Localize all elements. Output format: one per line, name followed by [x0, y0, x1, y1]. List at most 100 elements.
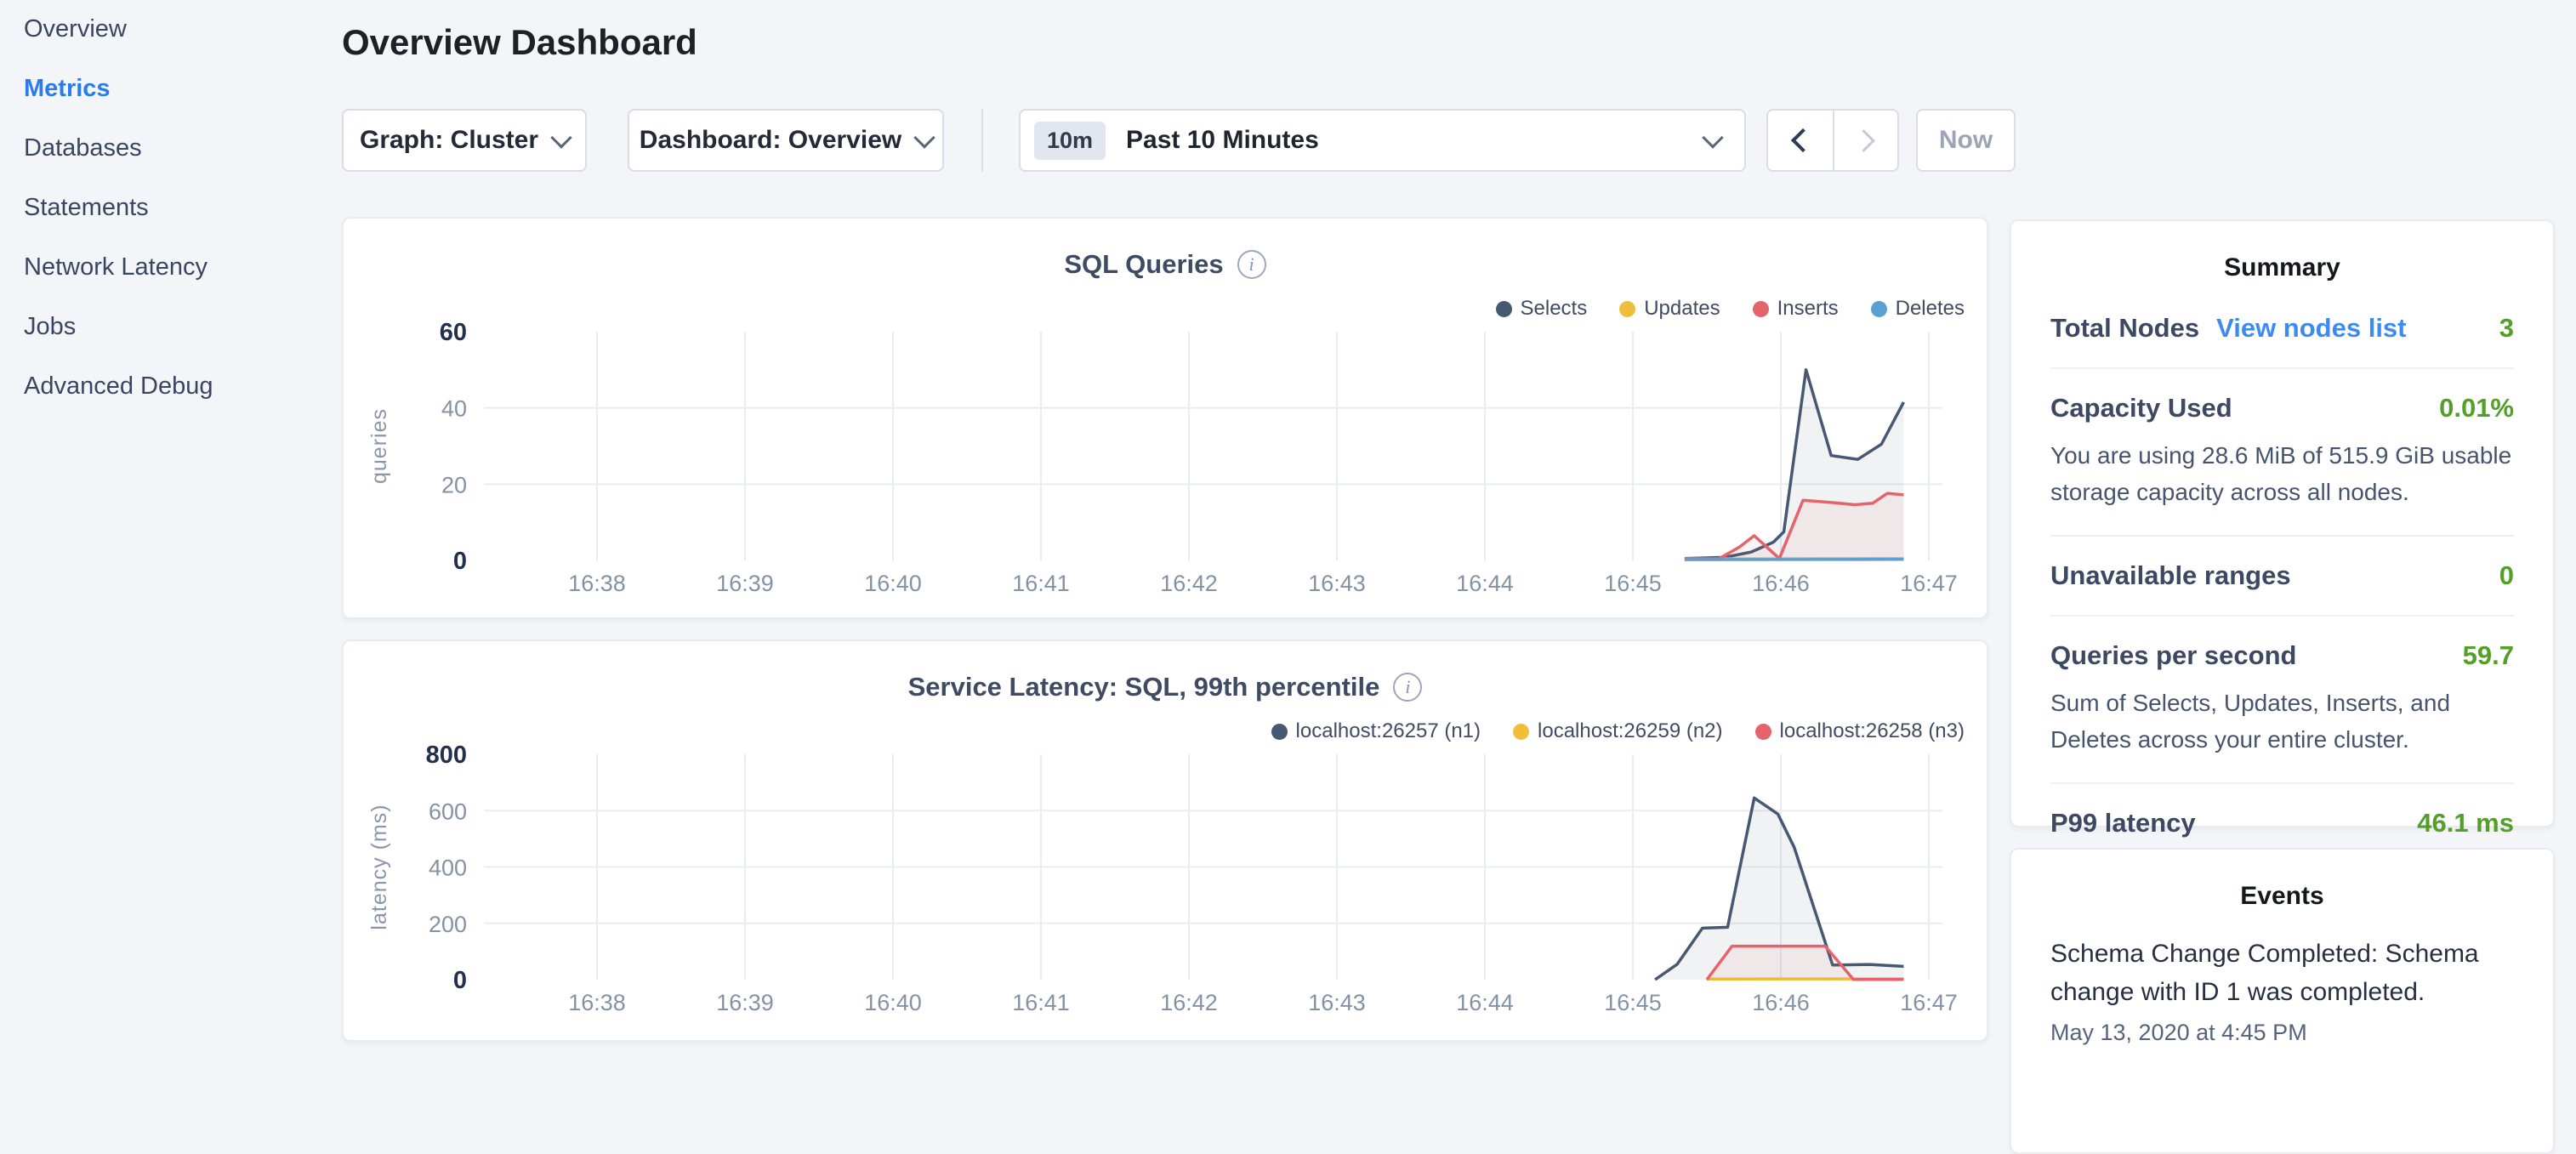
- summary-row-label: P99 latency: [2050, 808, 2196, 838]
- legend-item-updates[interactable]: Updates: [1619, 297, 1720, 321]
- svg-text:16:46: 16:46: [1752, 571, 1810, 596]
- page-title: Overview Dashboard: [342, 22, 697, 63]
- time-window-label: Past 10 Minutes: [1126, 126, 1319, 155]
- legend-dot-icon: [1513, 724, 1529, 740]
- time-forward-button[interactable]: [1833, 111, 1897, 170]
- summary-row-unavailable-ranges: Unavailable ranges 0: [2050, 537, 2514, 617]
- legend-dot-icon: [1871, 301, 1887, 317]
- sidebar-item-overview[interactable]: Overview: [24, 12, 340, 46]
- svg-text:16:42: 16:42: [1160, 571, 1218, 596]
- summary-row-value: 0: [2499, 560, 2514, 591]
- summary-row-value: 59.7: [2463, 640, 2514, 671]
- sql-queries-chart-card: SQL Queries i Selects Updates Inserts Delet…: [342, 217, 1988, 619]
- graph-dropdown[interactable]: Graph: Cluster: [342, 109, 587, 172]
- summary-row-value: 3: [2499, 313, 2514, 344]
- svg-text:16:47: 16:47: [1900, 990, 1958, 1015]
- y-axis-unit-label: latency (ms): [367, 804, 391, 929]
- svg-text:200: 200: [429, 912, 467, 937]
- svg-text:16:40: 16:40: [864, 571, 922, 596]
- chart-title: Service Latency: SQL, 99th percentile: [908, 672, 1380, 702]
- y-axis-unit-label: queries: [367, 408, 391, 484]
- summary-row-description: You are using 28.6 MiB of 515.9 GiB usab…: [2050, 437, 2514, 511]
- svg-text:16:44: 16:44: [1456, 990, 1514, 1015]
- graph-dropdown-label: Graph: Cluster: [360, 126, 538, 155]
- sidebar-item-metrics[interactable]: Metrics: [24, 71, 340, 105]
- summary-row-label: Total Nodes: [2050, 313, 2199, 344]
- svg-text:20: 20: [441, 472, 467, 497]
- summary-row-label: Queries per second: [2050, 640, 2296, 671]
- svg-text:0: 0: [453, 548, 467, 575]
- info-icon[interactable]: i: [1393, 673, 1422, 702]
- svg-text:16:42: 16:42: [1160, 990, 1218, 1015]
- sidebar-item-network-latency[interactable]: Network Latency: [24, 250, 340, 284]
- svg-text:16:45: 16:45: [1604, 990, 1662, 1015]
- legend-item-localhost-26257-n1[interactable]: localhost:26257 (n1): [1271, 719, 1481, 743]
- svg-text:40: 40: [441, 396, 467, 422]
- legend-dot-icon: [1496, 301, 1512, 317]
- svg-text:800: 800: [426, 742, 467, 769]
- legend-item-selects[interactable]: Selects: [1496, 297, 1588, 321]
- chevron-down-icon: [550, 127, 571, 148]
- sidebar-item-statements[interactable]: Statements: [24, 190, 340, 225]
- chart-title: SQL Queries: [1064, 249, 1223, 280]
- time-back-button[interactable]: [1768, 111, 1833, 170]
- chart-legend: localhost:26257 (n1) localhost:26259 (n2)…: [1271, 719, 1965, 743]
- legend-item-inserts[interactable]: Inserts: [1753, 297, 1839, 321]
- summary-row-capacity-used: Capacity Used 0.01% You are using 28.6 M…: [2050, 369, 2514, 537]
- summary-title: Summary: [2050, 253, 2514, 282]
- svg-text:16:45: 16:45: [1604, 571, 1662, 596]
- legend-dot-icon: [1619, 301, 1635, 317]
- sidebar-item-databases[interactable]: Databases: [24, 131, 340, 165]
- legend-label: Updates: [1644, 297, 1720, 321]
- controls-divider: [981, 109, 983, 172]
- event-item[interactable]: Schema Change Completed: Schema change w…: [2011, 935, 2553, 1011]
- time-window-dropdown[interactable]: 10m Past 10 Minutes: [1019, 109, 1746, 172]
- sidebar-item-jobs[interactable]: Jobs: [24, 310, 340, 344]
- legend-dot-icon: [1271, 724, 1288, 740]
- sidebar-item-advanced-debug[interactable]: Advanced Debug: [24, 369, 340, 403]
- legend-label: Deletes: [1896, 297, 1965, 321]
- svg-text:16:43: 16:43: [1308, 571, 1366, 596]
- now-button-label: Now: [1939, 126, 1993, 155]
- legend-item-localhost-26259-n2[interactable]: localhost:26259 (n2): [1513, 719, 1722, 743]
- view-nodes-list-link[interactable]: View nodes list: [2216, 313, 2406, 344]
- legend-dot-icon: [1753, 301, 1769, 317]
- legend-item-localhost-26258-n3[interactable]: localhost:26258 (n3): [1755, 719, 1965, 743]
- legend-dot-icon: [1755, 724, 1771, 740]
- chevron-down-icon: [1702, 127, 1723, 148]
- time-window-badge: 10m: [1034, 122, 1106, 160]
- svg-text:0: 0: [453, 967, 467, 994]
- dashboard-dropdown[interactable]: Dashboard: Overview: [628, 109, 944, 172]
- gridlines: [484, 332, 1942, 560]
- svg-text:16:38: 16:38: [568, 990, 626, 1015]
- svg-text:16:39: 16:39: [716, 571, 774, 596]
- svg-text:16:40: 16:40: [864, 990, 922, 1015]
- now-button[interactable]: Now: [1916, 109, 2016, 172]
- summary-row-queries-per-second: Queries per second 59.7 Sum of Selects, …: [2050, 617, 2514, 784]
- summary-row-value: 46.1 ms: [2417, 808, 2514, 838]
- svg-text:60: 60: [440, 319, 467, 346]
- legend-label: localhost:26259 (n2): [1538, 719, 1722, 743]
- legend-label: localhost:26257 (n1): [1296, 719, 1481, 743]
- svg-text:16:46: 16:46: [1752, 990, 1810, 1015]
- legend-label: Inserts: [1777, 297, 1839, 321]
- info-icon[interactable]: i: [1237, 250, 1266, 279]
- legend-label: Selects: [1521, 297, 1588, 321]
- time-pager: [1766, 109, 1899, 172]
- svg-text:16:41: 16:41: [1012, 571, 1070, 596]
- service-latency-chart-card: Service Latency: SQL, 99th percentile i …: [342, 640, 1988, 1042]
- dashboard-dropdown-label: Dashboard: Overview: [640, 126, 901, 155]
- legend-item-deletes[interactable]: Deletes: [1871, 297, 1965, 321]
- summary-panel: Summary Total Nodes View nodes list 3 Ca…: [2010, 219, 2555, 827]
- svg-text:16:41: 16:41: [1012, 990, 1070, 1015]
- event-timestamp: May 13, 2020 at 4:45 PM: [2011, 1020, 2553, 1046]
- chevron-right-icon: [1852, 129, 1875, 152]
- summary-row-value: 0.01%: [2439, 393, 2514, 424]
- summary-row-label: Unavailable ranges: [2050, 560, 2291, 591]
- events-title: Events: [2011, 882, 2553, 911]
- svg-text:16:44: 16:44: [1456, 571, 1514, 596]
- svg-text:400: 400: [429, 856, 467, 881]
- chart-legend: Selects Updates Inserts Deletes: [1496, 297, 1965, 321]
- svg-text:16:43: 16:43: [1308, 990, 1366, 1015]
- summary-row-label: Capacity Used: [2050, 393, 2232, 424]
